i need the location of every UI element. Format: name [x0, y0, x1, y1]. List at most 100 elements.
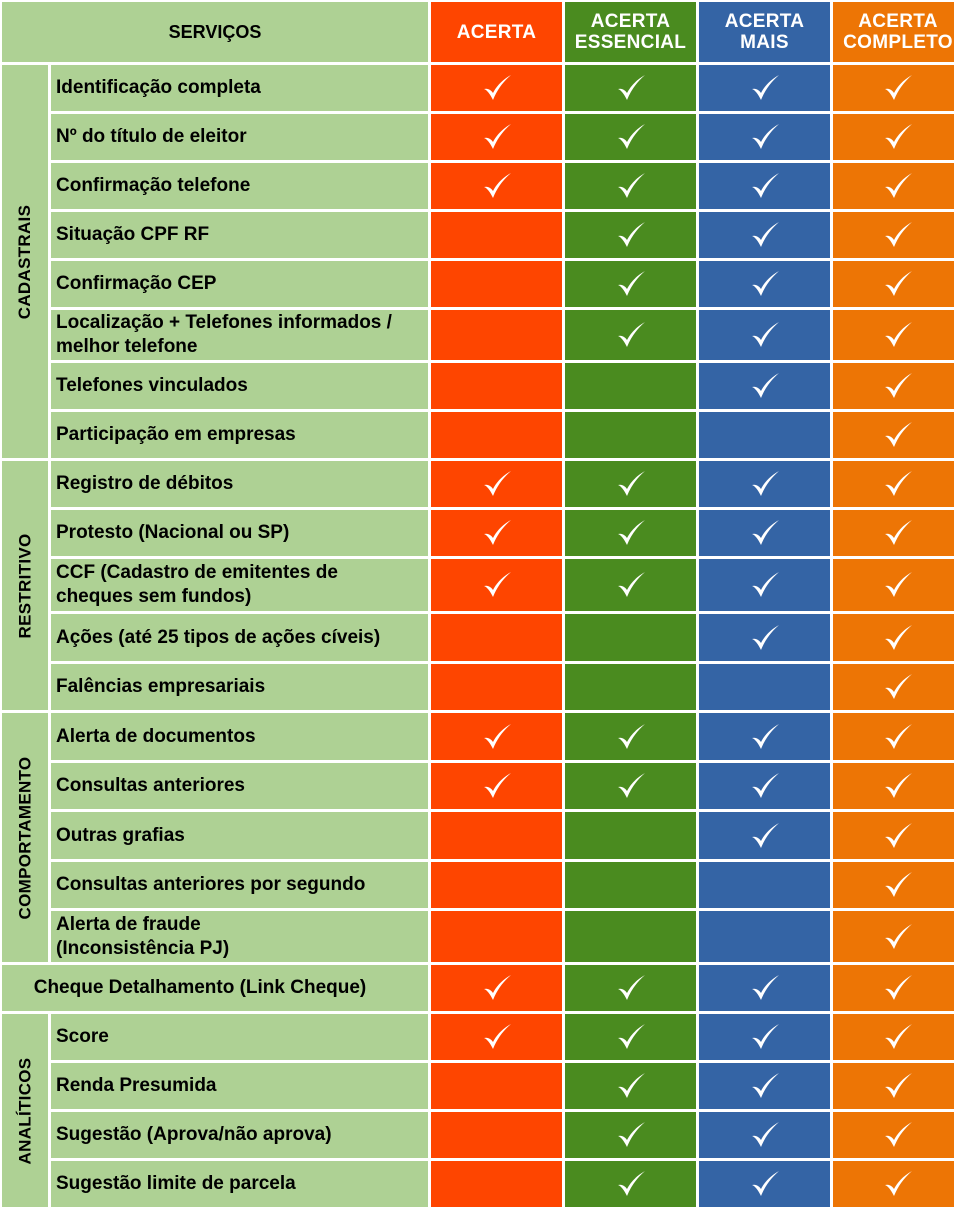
plan-cell-acerta: [431, 412, 562, 458]
check-icon: [483, 572, 511, 597]
check-icon: [885, 872, 912, 897]
check-icon: [885, 923, 912, 949]
plan-cell-acerta: [431, 1112, 562, 1158]
check-icon: [885, 1073, 912, 1098]
plan-cell-acerta: [431, 363, 562, 409]
plan-cell-acerta-essencial: [565, 510, 696, 556]
plan-cell-acerta-completo: [833, 114, 954, 160]
plan-cell-acerta-completo: [833, 510, 954, 556]
plan-cell-acerta: [431, 763, 562, 809]
check-icon: [751, 975, 779, 1000]
plan-cell-acerta-essencial: [565, 1112, 696, 1158]
check-icon: [885, 773, 912, 798]
check-icon: [751, 471, 779, 496]
check-icon: [751, 124, 779, 149]
check-icon: [885, 1171, 912, 1196]
plan-cell-acerta: [431, 713, 562, 760]
plan-cell-acerta-mais: [699, 1161, 830, 1207]
plan-cell-acerta: [431, 461, 562, 507]
plan-cell-acerta-completo: [833, 911, 954, 962]
plan-cell-acerta-completo: [833, 1063, 954, 1109]
service-row-label: Alerta de documentos: [51, 713, 428, 760]
category-label: ANALÍTICOS: [15, 1057, 35, 1164]
check-icon: [751, 173, 779, 198]
service-row-label: Score: [51, 1014, 428, 1060]
check-icon: [751, 322, 779, 347]
check-icon: [483, 520, 511, 545]
plan-cell-acerta: [431, 911, 562, 962]
plan-cell-acerta-essencial: [565, 1063, 696, 1109]
check-icon: [483, 471, 511, 496]
check-icon: [885, 520, 912, 545]
plan-cell-acerta-essencial: [565, 163, 696, 209]
plan-cell-acerta-essencial: [565, 261, 696, 307]
check-icon: [617, 271, 645, 296]
plan-cell-acerta-mais: [699, 965, 830, 1011]
plan-cell-acerta: [431, 65, 562, 111]
service-row-label: Nº do título de eleitor: [51, 114, 428, 160]
check-icon: [885, 75, 912, 100]
service-row-label: Participação em empresas: [51, 412, 428, 458]
service-row-label: Sugestão limite de parcela: [51, 1161, 428, 1207]
plan-cell-acerta-essencial: [565, 812, 696, 859]
header-services: SERVIÇOS: [2, 2, 428, 62]
check-icon: [483, 173, 511, 198]
check-icon: [885, 173, 912, 198]
category-label: RESTRITIVO: [15, 532, 35, 639]
service-row-label: Confirmação telefone: [51, 163, 428, 209]
plan-cell-acerta-mais: [699, 664, 830, 710]
check-icon: [617, 975, 645, 1000]
plan-cell-acerta-completo: [833, 65, 954, 111]
service-row-label: Falências empresariais: [51, 664, 428, 710]
plan-cell-acerta-essencial: [565, 559, 696, 611]
category-analiticos: ANALÍTICOS: [2, 1014, 48, 1207]
check-icon: [885, 124, 912, 149]
plan-cell-acerta: [431, 510, 562, 556]
plan-cell-acerta-completo: [833, 163, 954, 209]
plan-cell-acerta-essencial: [565, 461, 696, 507]
check-icon: [617, 222, 645, 247]
check-icon: [617, 124, 645, 149]
plan-cell-acerta-mais: [699, 163, 830, 209]
service-row-label: Renda Presumida: [51, 1063, 428, 1109]
service-row-label: CCF (Cadastro de emitentes de cheques se…: [51, 559, 428, 611]
check-icon: [617, 1171, 645, 1196]
plan-cell-acerta: [431, 163, 562, 209]
check-icon: [885, 1122, 912, 1147]
plan-cell-acerta-completo: [833, 812, 954, 859]
service-row-label: Situação CPF RF: [51, 212, 428, 258]
plan-cell-acerta: [431, 812, 562, 859]
plan-cell-acerta-completo: [833, 559, 954, 611]
plan-cell-acerta-mais: [699, 763, 830, 809]
check-icon: [617, 173, 645, 198]
plan-cell-acerta-mais: [699, 812, 830, 859]
check-icon: [483, 1024, 511, 1049]
category-label: CADASTRAIS: [15, 204, 35, 319]
plan-cell-acerta-essencial: [565, 862, 696, 908]
check-icon: [617, 75, 645, 100]
plan-cell-acerta-completo: [833, 713, 954, 760]
plan-cell-acerta-completo: [833, 763, 954, 809]
plan-cell-acerta-completo: [833, 461, 954, 507]
plan-cell-acerta-completo: [833, 261, 954, 307]
plan-cell-acerta-mais: [699, 510, 830, 556]
plan-cell-acerta-mais: [699, 261, 830, 307]
plan-cell-acerta-essencial: [565, 65, 696, 111]
plan-cell-acerta-completo: [833, 363, 954, 409]
plan-cell-acerta: [431, 559, 562, 611]
plan-cell-acerta: [431, 1014, 562, 1060]
check-icon: [751, 822, 779, 848]
check-icon: [617, 471, 645, 496]
check-icon: [751, 271, 779, 296]
plan-cell-acerta-essencial: [565, 114, 696, 160]
plan-cell-acerta-mais: [699, 65, 830, 111]
plan-cell-acerta: [431, 212, 562, 258]
check-icon: [885, 674, 912, 699]
plan-cell-acerta: [431, 614, 562, 661]
service-row-label: Consultas anteriores por segundo: [51, 862, 428, 908]
plan-cell-acerta-mais: [699, 1112, 830, 1158]
category-label: COMPORTAMENTO: [15, 756, 35, 919]
service-row-label: Confirmação CEP: [51, 261, 428, 307]
service-row-label: Registro de débitos: [51, 461, 428, 507]
